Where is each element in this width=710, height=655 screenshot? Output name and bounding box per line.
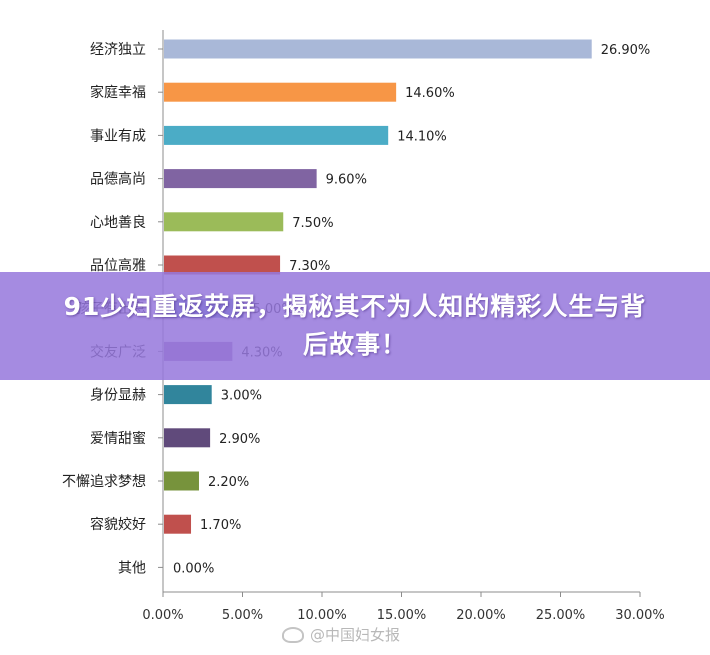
data-label: 7.50%	[292, 216, 333, 231]
bar	[164, 125, 389, 145]
category-label: 不懈追求梦想	[62, 473, 146, 490]
category-label: 其他	[118, 560, 146, 576]
category-label: 品位高雅	[90, 257, 146, 274]
x-tick-label: 0.00%	[142, 608, 183, 623]
watermark-text: @中国妇女报	[310, 626, 401, 644]
bar	[164, 82, 397, 102]
x-tick-label: 15.00%	[377, 608, 427, 623]
category-label: 品德高尚	[90, 171, 146, 188]
data-label: 26.90%	[601, 43, 651, 58]
bar	[164, 385, 212, 405]
data-label: 2.90%	[219, 432, 260, 447]
bar	[164, 514, 192, 534]
data-label: 14.60%	[405, 86, 455, 101]
headline-text: 91少妇重返荧屏，揭秘其不为人知的精彩人生与背后故事！	[63, 292, 647, 359]
x-tick-label: 25.00%	[536, 608, 586, 623]
category-label: 心地善良	[90, 215, 146, 231]
bar	[164, 471, 199, 491]
bar	[164, 169, 317, 189]
x-tick-label: 20.00%	[456, 608, 506, 623]
x-tick-label: 30.00%	[615, 608, 665, 623]
category-label: 事业有成	[90, 128, 146, 144]
weibo-icon	[282, 626, 304, 643]
watermark: @中国妇女报	[282, 624, 400, 645]
bar	[164, 39, 592, 59]
category-label: 家庭幸福	[90, 84, 146, 101]
bar	[164, 255, 281, 275]
category-label: 经济独立	[90, 42, 146, 58]
bar	[164, 428, 211, 448]
data-label: 14.10%	[397, 129, 447, 144]
data-label: 3.00%	[221, 389, 262, 404]
data-label: 1.70%	[200, 518, 241, 533]
x-tick-label: 10.00%	[297, 608, 347, 623]
category-label: 容貌姣好	[90, 516, 146, 533]
data-label: 7.30%	[289, 259, 330, 274]
data-label: 0.00%	[173, 561, 214, 576]
category-label: 身份显赫	[90, 388, 146, 404]
bar	[164, 212, 284, 232]
data-label: 2.20%	[208, 475, 249, 490]
category-label: 爱情甜蜜	[90, 431, 146, 447]
x-tick-label: 5.00%	[222, 608, 263, 623]
headline-banner[interactable]: 91少妇重返荧屏，揭秘其不为人知的精彩人生与背后故事！	[0, 272, 710, 380]
data-label: 9.60%	[326, 173, 367, 188]
